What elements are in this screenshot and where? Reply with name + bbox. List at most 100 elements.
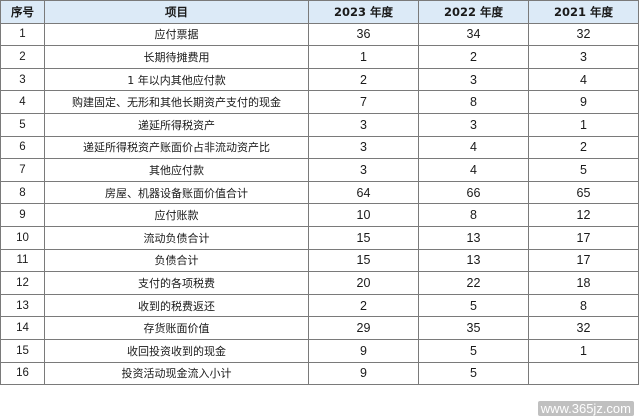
cell-index: 12	[0, 271, 45, 295]
cell-2023: 10	[308, 203, 419, 227]
cell-item: 投资活动现金流入小计	[44, 361, 309, 386]
cell-2022: 3	[418, 112, 529, 137]
cell-index: 9	[0, 203, 45, 227]
cell-item: 应付账款	[44, 203, 309, 227]
watermark: www.365jz.com	[537, 401, 634, 416]
cell-2023: 3	[308, 135, 419, 160]
cell-index: 10	[0, 225, 45, 250]
cell-2022: 4	[418, 135, 529, 160]
cell-2022: 34	[418, 22, 529, 47]
header-item: 项目	[44, 0, 309, 24]
cell-index: 3	[0, 67, 45, 92]
cell-2023: 29	[308, 316, 419, 340]
cell-2023: 9	[308, 338, 419, 363]
header-2021: 2021 年度	[528, 0, 639, 24]
cell-item: 其他应付款	[44, 158, 309, 182]
cell-2021: 65	[528, 180, 639, 205]
cell-item: 购建固定、无形和其他长期资产支付的现金	[44, 90, 309, 114]
cell-item: 支付的各项税费	[44, 271, 309, 295]
cell-2021: 18	[528, 271, 639, 295]
cell-2022: 5	[418, 293, 529, 318]
cell-item: 收回投资收到的现金	[44, 338, 309, 363]
cell-2022: 4	[418, 158, 529, 182]
table-row: 7 其他应付款 3 4 5	[0, 158, 639, 182]
cell-2021: 17	[528, 248, 639, 273]
cell-2022: 5	[418, 338, 529, 363]
cell-2022: 13	[418, 248, 529, 273]
header-2023: 2023 年度	[308, 0, 419, 24]
cell-index: 1	[0, 22, 45, 47]
cell-index: 4	[0, 90, 45, 114]
cell-2023: 9	[308, 361, 419, 386]
cell-index: 13	[0, 293, 45, 318]
cell-2021: 1	[528, 112, 639, 137]
cell-item: 应付票据	[44, 22, 309, 47]
header-row: 序号 项目 2023 年度 2022 年度 2021 年度	[0, 0, 639, 24]
cell-2021: 2	[528, 135, 639, 160]
cell-2023: 7	[308, 90, 419, 114]
cell-2021: 8	[528, 293, 639, 318]
cell-index: 11	[0, 248, 45, 273]
cell-2021	[528, 361, 639, 386]
cell-index: 15	[0, 338, 45, 363]
cell-2022: 13	[418, 225, 529, 250]
cell-index: 16	[0, 361, 45, 386]
cell-index: 6	[0, 135, 45, 160]
cell-2021: 32	[528, 22, 639, 47]
cell-2022: 66	[418, 180, 529, 205]
cell-index: 7	[0, 158, 45, 182]
header-index: 序号	[0, 0, 45, 24]
table-row: 2 长期待摊费用 1 2 3	[0, 45, 639, 69]
cell-2022: 8	[418, 203, 529, 227]
table-row: 13 收到的税费返还 2 5 8	[0, 293, 639, 318]
cell-2023: 20	[308, 271, 419, 295]
table-row: 15 收回投资收到的现金 9 5 1	[0, 338, 639, 363]
cell-item: 存货账面价值	[44, 316, 309, 340]
cell-index: 14	[0, 316, 45, 340]
cell-2023: 1	[308, 45, 419, 69]
cell-item: 收到的税费返还	[44, 293, 309, 318]
cell-2023: 3	[308, 112, 419, 137]
table-row: 12 支付的各项税费 20 22 18	[0, 271, 639, 295]
cell-item: 房屋、机器设备账面价值合计	[44, 180, 309, 205]
cell-item: 递延所得税资产	[44, 112, 309, 137]
cell-index: 2	[0, 45, 45, 69]
table-row: 1 应付票据 36 34 32	[0, 22, 639, 47]
cell-2021: 32	[528, 316, 639, 340]
cell-item: 递延所得税资产账面价占非流动资产比	[44, 135, 309, 160]
cell-2021: 12	[528, 203, 639, 227]
table-row: 4 购建固定、无形和其他长期资产支付的现金 7 8 9	[0, 90, 639, 114]
cell-2022: 8	[418, 90, 529, 114]
cell-item: 流动负债合计	[44, 225, 309, 250]
cell-2022: 22	[418, 271, 529, 295]
cell-2021: 9	[528, 90, 639, 114]
cell-2023: 2	[308, 67, 419, 92]
cell-2022: 3	[418, 67, 529, 92]
cell-index: 5	[0, 112, 45, 137]
cell-2021: 4	[528, 67, 639, 92]
table-row: 8 房屋、机器设备账面价值合计 64 66 65	[0, 180, 639, 205]
data-table: 序号 项目 2023 年度 2022 年度 2021 年度 1 应付票据 36 34 3…	[0, 0, 639, 386]
cell-2023: 36	[308, 22, 419, 47]
cell-2023: 15	[308, 248, 419, 273]
cell-index: 8	[0, 180, 45, 205]
table-row: 5 递延所得税资产 3 3 1	[0, 112, 639, 137]
cell-2021: 3	[528, 45, 639, 69]
cell-2023: 64	[308, 180, 419, 205]
table-row: 14 存货账面价值 29 35 32	[0, 316, 639, 340]
header-2022: 2022 年度	[418, 0, 529, 24]
table-body: 1 应付票据 36 34 32 2 长期待摊费用 1 2 3 3 1 年以内其他应付款 2 3 4 4 购建固定…	[0, 22, 639, 386]
cell-2023: 3	[308, 158, 419, 182]
table-row: 9 应付账款 10 8 12	[0, 203, 639, 227]
cell-item: 负债合计	[44, 248, 309, 273]
table-row: 16 投资活动现金流入小计 9 5	[0, 361, 639, 386]
cell-2022: 35	[418, 316, 529, 340]
cell-item: 长期待摊费用	[44, 45, 309, 69]
cell-2022: 5	[418, 361, 529, 386]
table-row: 10 流动负债合计 15 13 17	[0, 225, 639, 250]
cell-item: 1 年以内其他应付款	[44, 67, 309, 92]
table-row: 11 负债合计 15 13 17	[0, 248, 639, 273]
cell-2023: 2	[308, 293, 419, 318]
table-row: 6 递延所得税资产账面价占非流动资产比 3 4 2	[0, 135, 639, 160]
